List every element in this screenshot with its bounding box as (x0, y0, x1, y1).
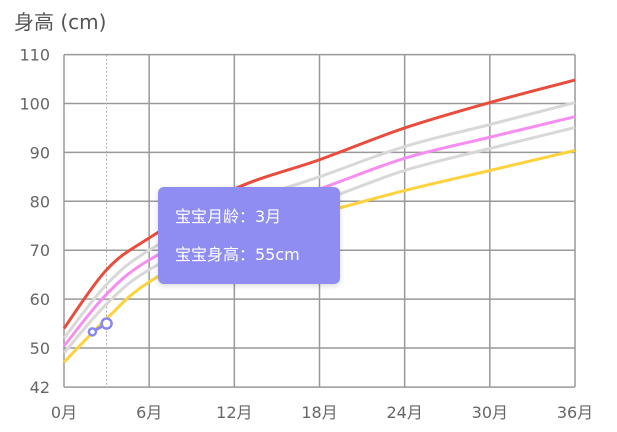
y-tick-label: 80 (30, 192, 50, 211)
y-tick-label: 100 (19, 95, 50, 114)
growth-curve-0 (62, 78, 576, 330)
y-tick-label: 110 (19, 46, 50, 65)
y-axis-title: 身高 (cm) (14, 10, 107, 34)
tooltip: 宝宝月龄：3月 宝宝身高：55cm (158, 187, 340, 284)
tooltip-height: 宝宝身高：55cm (175, 245, 300, 264)
y-tick-label: 90 (30, 143, 50, 162)
y-tick-label: 60 (30, 290, 50, 309)
x-tick-label: 18月 (301, 403, 337, 422)
growth-curve-1 (62, 101, 576, 340)
x-tick-label: 6月 (136, 403, 162, 422)
x-tick-label: 0月 (51, 403, 77, 422)
y-tick-label: 42 (30, 378, 50, 397)
tooltip-age: 宝宝月龄：3月 (175, 207, 282, 226)
y-tick-label: 50 (30, 339, 50, 358)
baby-height-point (100, 317, 113, 330)
x-tick-label: 24月 (386, 403, 422, 422)
y-tick-label: 70 (30, 241, 50, 260)
x-tick-label: 12月 (216, 403, 252, 422)
x-tick-label: 36月 (557, 403, 593, 422)
x-tick-label: 30月 (472, 403, 508, 422)
baby-height-point (87, 327, 98, 337)
